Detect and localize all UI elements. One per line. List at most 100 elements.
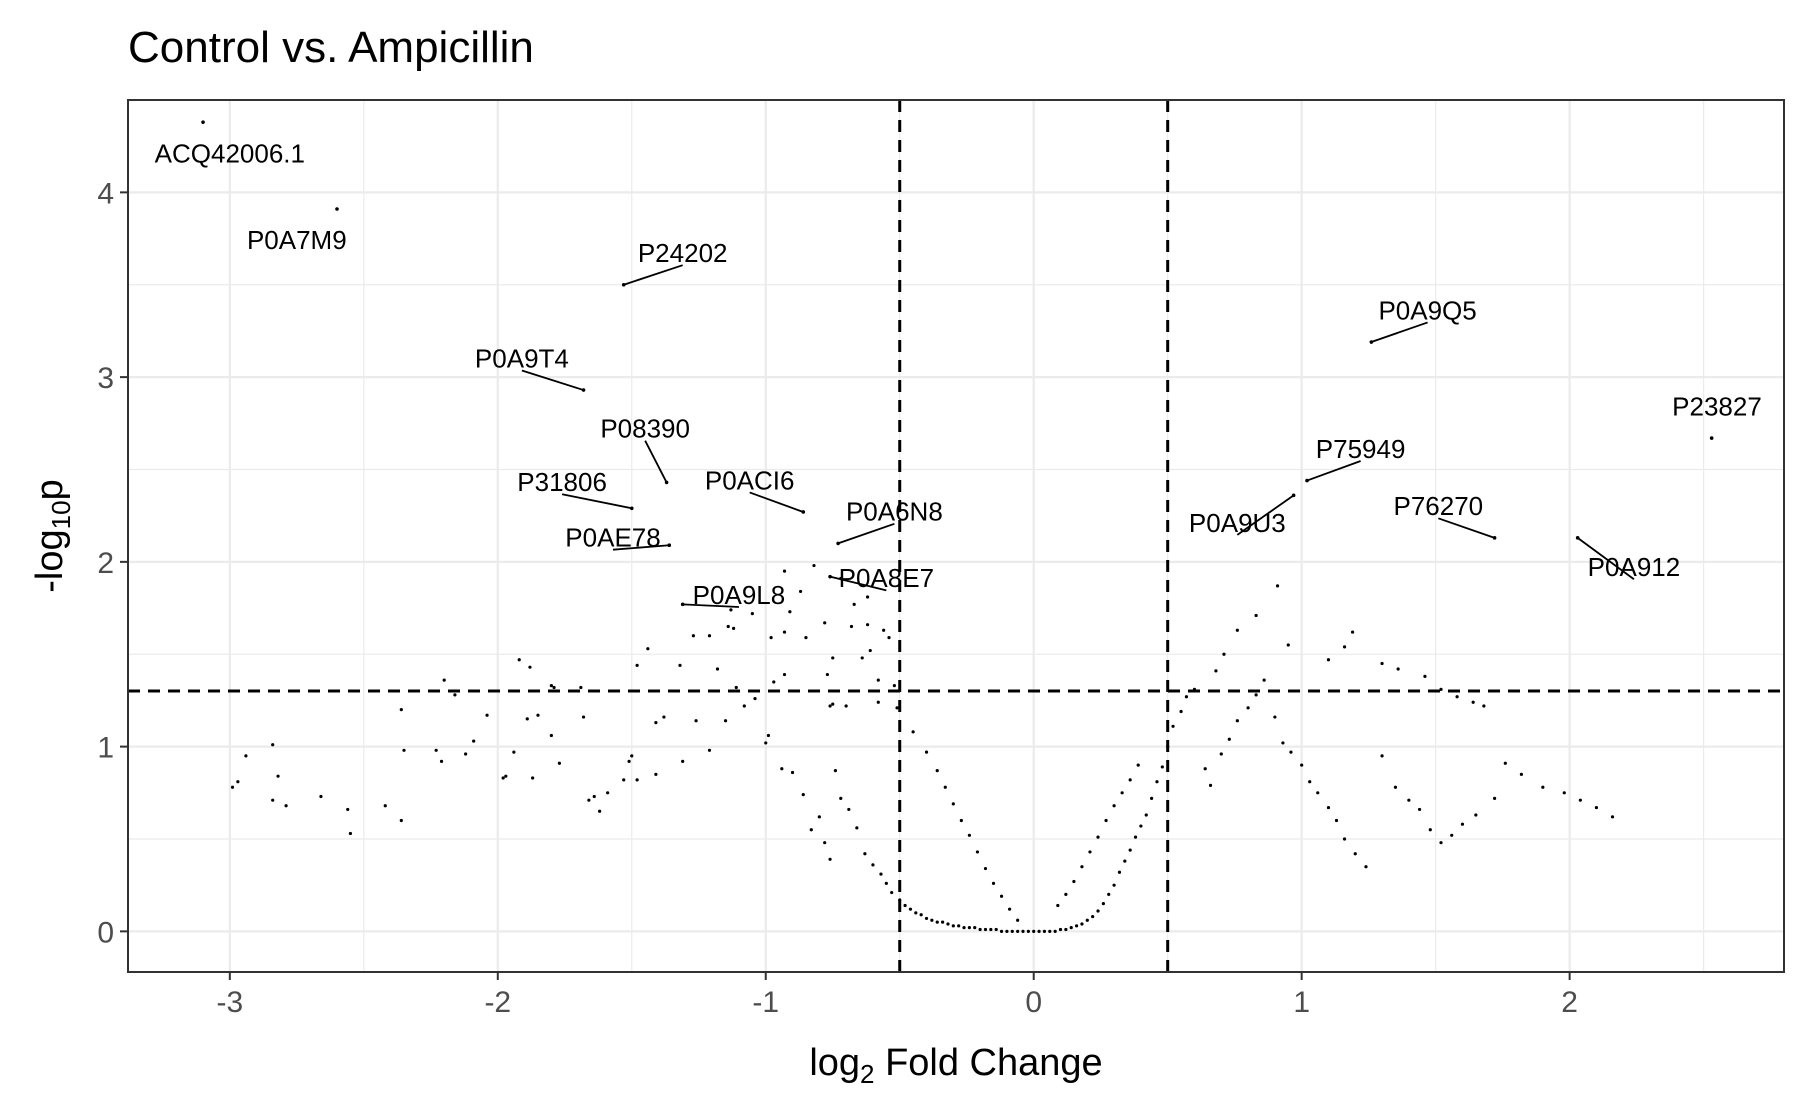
data-point — [790, 770, 795, 775]
data-point — [865, 623, 870, 627]
data-point — [729, 608, 733, 612]
data-point — [1088, 850, 1092, 854]
data-point — [831, 702, 835, 706]
data-point — [1334, 818, 1339, 823]
x-tick-label: 1 — [1293, 986, 1310, 1019]
data-point — [694, 719, 698, 723]
data-point — [1300, 763, 1304, 767]
threshold-lines — [128, 100, 1784, 972]
data-point — [919, 913, 923, 917]
label-connector — [623, 264, 683, 286]
data-point — [606, 791, 610, 795]
data-point — [833, 769, 838, 773]
data-point — [951, 924, 955, 928]
data-point — [1032, 929, 1036, 933]
data-point — [1072, 879, 1076, 884]
data-point — [935, 769, 939, 773]
data-point — [1342, 837, 1347, 841]
data-point — [782, 569, 787, 573]
data-point — [1074, 924, 1079, 928]
data-point — [598, 809, 602, 813]
data-point — [501, 776, 505, 780]
x-tick-label: 2 — [1561, 986, 1578, 1019]
data-point — [788, 610, 792, 614]
data-point — [681, 759, 685, 763]
data-point — [731, 626, 736, 630]
data-point — [828, 857, 832, 861]
data-point — [1254, 693, 1258, 697]
y-tick-label: 3 — [97, 362, 114, 395]
point-label: ACQ42006.1 — [155, 138, 305, 168]
data-point — [464, 752, 468, 756]
data-point — [654, 772, 658, 776]
x-tick-label: -2 — [484, 986, 511, 1019]
point-label: P0A8E7 — [839, 563, 934, 593]
data-point — [823, 621, 827, 625]
data-point — [244, 754, 248, 758]
data-point — [1450, 833, 1454, 837]
data-point — [999, 894, 1004, 898]
data-point — [1150, 796, 1154, 800]
labeled-data-point — [201, 120, 205, 124]
data-point — [622, 778, 626, 782]
data-point — [549, 733, 553, 738]
data-point — [512, 750, 516, 754]
data-point — [1519, 772, 1523, 776]
data-point — [1275, 584, 1280, 588]
data-point — [442, 678, 446, 682]
data-point — [1120, 791, 1124, 795]
y-tick-label: 1 — [97, 732, 114, 765]
data-point — [1021, 929, 1025, 933]
data-point — [579, 685, 583, 690]
point-label: P0A9T4 — [475, 343, 569, 373]
data-point — [911, 730, 915, 734]
data-point — [1227, 737, 1231, 741]
data-point — [884, 881, 888, 885]
data-point — [946, 922, 950, 926]
x-axis: -3 -2 -1 0 1 2 — [216, 972, 1578, 1019]
data-point — [951, 802, 955, 806]
data-point — [764, 741, 768, 745]
label-connector — [837, 522, 895, 545]
data-point — [1155, 780, 1159, 784]
data-point — [399, 708, 403, 712]
label-connector — [1371, 321, 1428, 343]
data-point — [1171, 724, 1175, 728]
data-point — [1396, 667, 1400, 671]
data-point — [472, 739, 476, 743]
data-point — [825, 672, 829, 677]
data-point — [1005, 929, 1009, 933]
data-point — [1222, 652, 1226, 656]
data-point — [1493, 796, 1497, 800]
data-point — [1026, 929, 1030, 933]
data-point — [1042, 929, 1047, 933]
data-point — [1474, 813, 1478, 817]
data-point — [348, 831, 353, 836]
data-point — [236, 780, 240, 784]
data-point — [1482, 704, 1486, 708]
data-point — [439, 759, 444, 763]
data-point — [1037, 929, 1041, 933]
data-point — [978, 927, 982, 932]
data-point — [1439, 687, 1443, 691]
data-point — [1123, 859, 1127, 863]
chart-title: Control vs. Ampicillin — [128, 23, 534, 72]
data-point — [1246, 706, 1250, 710]
data-point — [1184, 695, 1189, 699]
data-point — [1455, 695, 1459, 699]
point-label: P24202 — [638, 238, 728, 268]
data-point — [1104, 818, 1108, 823]
data-point — [967, 833, 971, 837]
data-point — [1235, 719, 1239, 723]
data-point — [1160, 765, 1164, 769]
data-point — [1064, 892, 1068, 897]
data-point — [1423, 674, 1427, 679]
y-tick-label: 0 — [97, 916, 114, 949]
data-point — [662, 715, 666, 719]
y-axis-title-rest: p — [29, 479, 71, 500]
data-point — [769, 636, 773, 640]
data-point — [557, 761, 562, 765]
data-point — [635, 778, 639, 782]
data-point — [1128, 778, 1132, 782]
point-label: P31806 — [517, 467, 607, 497]
